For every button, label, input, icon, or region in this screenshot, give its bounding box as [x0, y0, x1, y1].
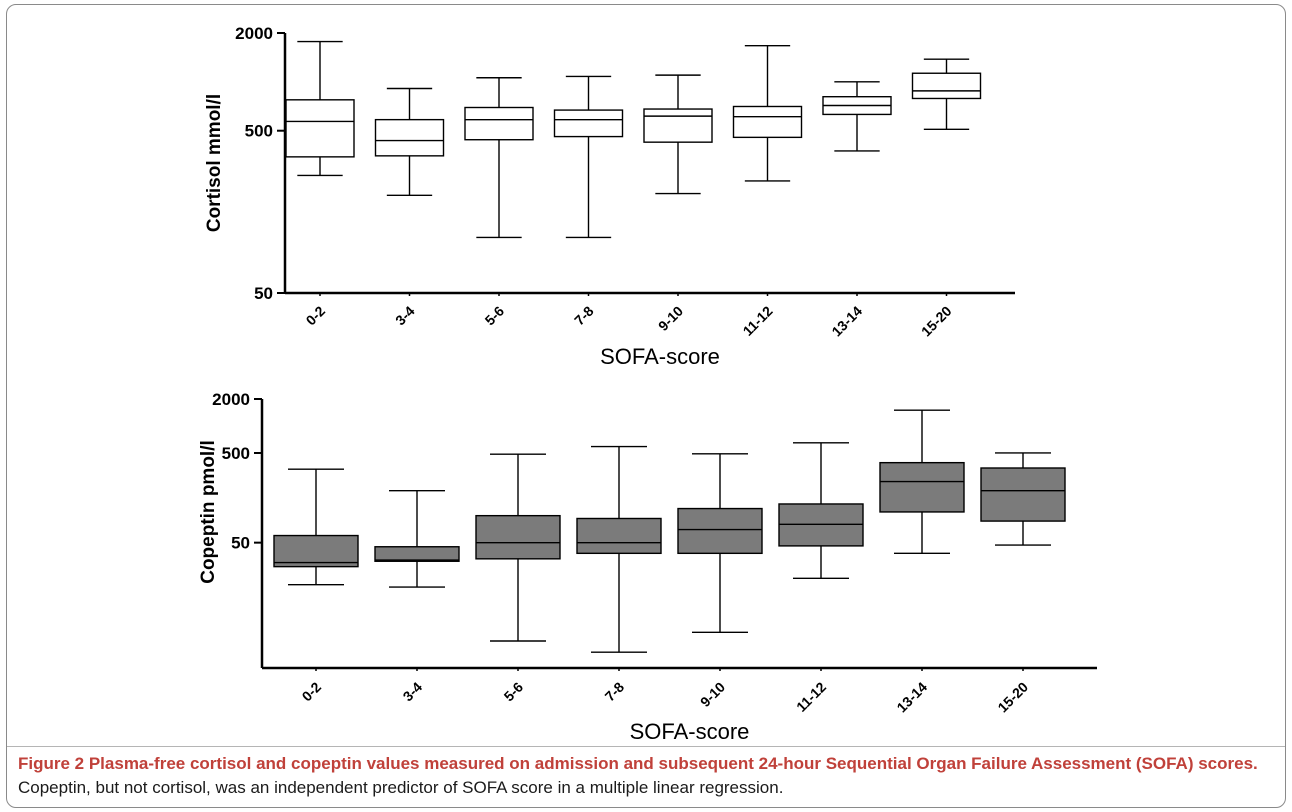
cortisol-iqr-box	[553, 109, 624, 138]
copeptin-box-5-6	[475, 453, 561, 642]
copeptin-y-tick-label: 2000	[212, 390, 250, 409]
copeptin-x-tick-label: 5-6	[500, 679, 526, 705]
cortisol-iqr-box	[643, 108, 713, 143]
copeptin-iqr-box	[374, 546, 460, 562]
cortisol-box-15-20	[911, 58, 982, 131]
cortisol-x-axis-title: SOFA-score	[600, 344, 720, 369]
copeptin-x-axis-title: SOFA-score	[630, 719, 750, 744]
cortisol-x-tick-label: 15-20	[918, 303, 955, 340]
copeptin-x-tick-label: 11-12	[793, 679, 829, 715]
cortisol-iqr-box	[464, 106, 534, 141]
copeptin-box-9-10	[677, 453, 763, 634]
copeptin-y-tick-label: 50	[231, 534, 250, 553]
cortisol-y-tick-label: 50	[254, 284, 273, 303]
cortisol-box-7-8	[553, 75, 624, 239]
caption-title: Figure 2 Plasma-free cortisol and copept…	[18, 754, 1258, 773]
copeptin-iqr-box	[576, 517, 662, 555]
cortisol-iqr-box	[732, 105, 803, 139]
cortisol-x-tick-label: 7-8	[571, 303, 597, 329]
copeptin-iqr-box	[273, 534, 359, 568]
copeptin-iqr-box	[879, 461, 965, 513]
copeptin-box-0-2	[273, 468, 359, 586]
cortisol-iqr-box	[911, 72, 982, 100]
figure-svg: 50 500 2000 Cortisol mmol/l SOFA-score 0-2 3-4…	[198, 24, 1097, 744]
copeptin-x-tick-label: 13-14	[893, 679, 930, 716]
copeptin-x-tick-label: 3-4	[399, 679, 425, 705]
cortisol-x-tick-label: 13-14	[828, 303, 865, 340]
copeptin-iqr-box	[980, 467, 1066, 522]
copeptin-box-3-4	[374, 489, 460, 588]
caption-body: Copeptin, but not cortisol, was an indep…	[18, 778, 784, 797]
copeptin-chart: 50 500 2000 Copeptin pmol/l SOFA-score 0-2 3-4…	[198, 390, 1097, 744]
copeptin-box-13-14	[879, 409, 965, 555]
copeptin-y-axis-title: Copeptin pmol/l	[198, 440, 219, 584]
cortisol-chart: 50 500 2000 Cortisol mmol/l SOFA-score 0-2 3-4…	[204, 24, 1015, 369]
copeptin-x-tick-label: 7-8	[601, 679, 627, 705]
cortisol-x-tick-label: 5-6	[481, 303, 507, 329]
cortisol-x-tick-label: 9-10	[655, 303, 686, 334]
copeptin-x-tick-label: 9-10	[697, 679, 728, 710]
cortisol-iqr-box	[285, 99, 355, 158]
cortisol-box-5-6	[464, 77, 534, 239]
cortisol-x-tick-label: 0-2	[302, 303, 328, 329]
cortisol-box-9-10	[643, 74, 713, 195]
copeptin-iqr-box	[677, 507, 763, 555]
cortisol-x-tick-label: 3-4	[392, 303, 418, 329]
cortisol-box-3-4	[374, 87, 445, 196]
copeptin-iqr-box	[475, 514, 561, 560]
cortisol-x-tick-label: 11-12	[740, 303, 776, 339]
copeptin-box-11-12	[778, 442, 864, 580]
cortisol-y-tick-label: 2000	[235, 24, 273, 43]
copeptin-x-tick-label: 0-2	[298, 679, 324, 705]
cortisol-y-tick-label: 500	[245, 122, 273, 141]
copeptin-box-7-8	[576, 445, 662, 653]
caption-divider	[7, 746, 1285, 747]
cortisol-iqr-box	[374, 118, 445, 157]
cortisol-y-axis-title: Cortisol mmol/l	[204, 94, 225, 232]
copeptin-x-tick-label: 15-20	[994, 679, 1031, 716]
figure-frame	[6, 4, 1286, 808]
copeptin-box-15-20	[980, 452, 1066, 546]
cortisol-box-13-14	[822, 81, 892, 152]
cortisol-box-0-2	[285, 40, 355, 177]
figure-caption: Figure 2 Plasma-free cortisol and copept…	[18, 752, 1280, 800]
copeptin-y-tick-label: 500	[222, 444, 250, 463]
cortisol-box-11-12	[732, 45, 803, 182]
